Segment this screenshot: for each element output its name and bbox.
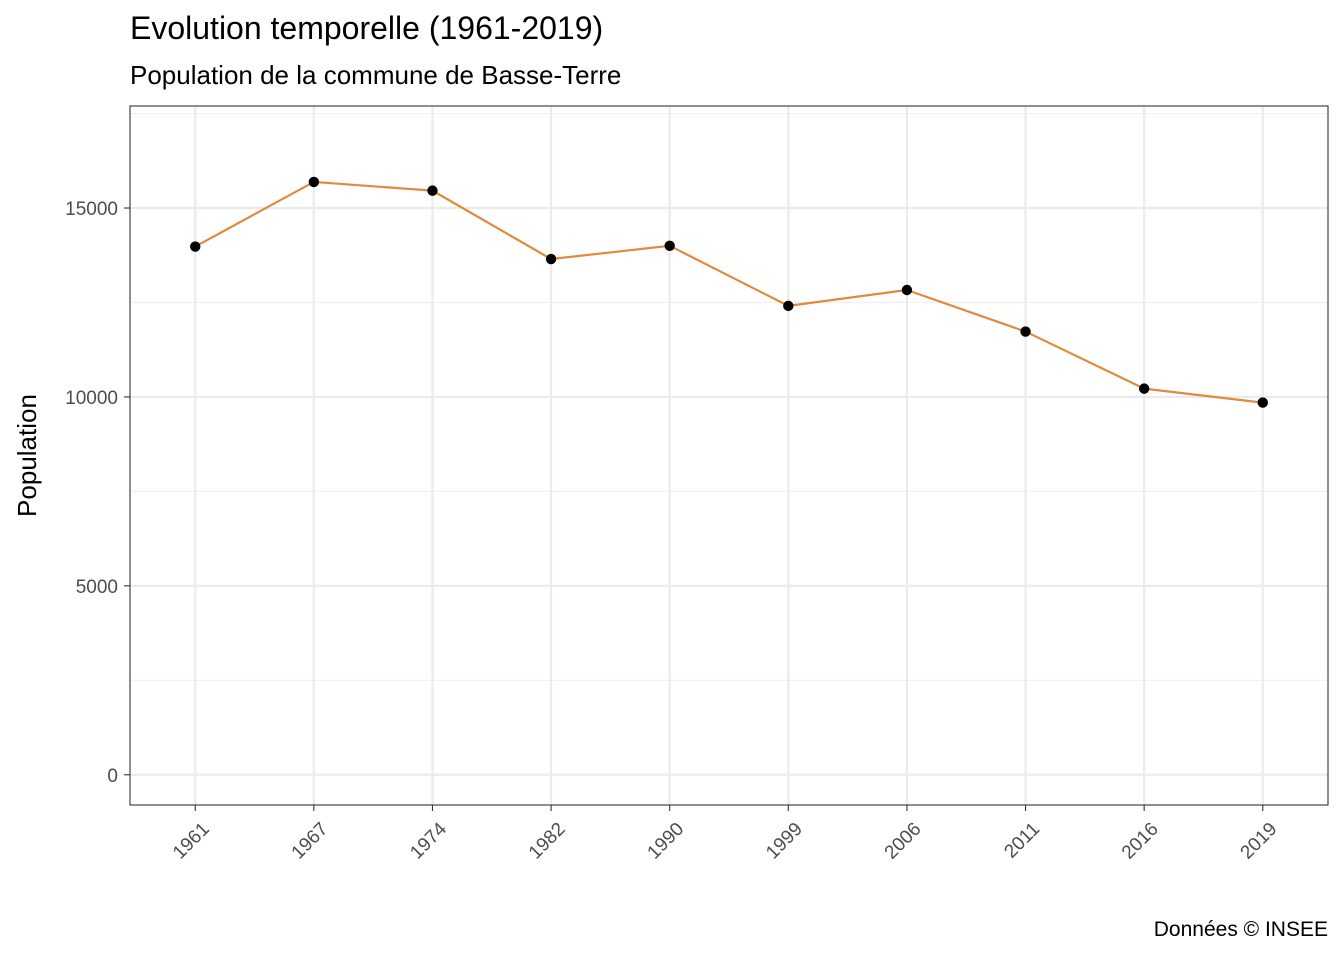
data-point: [664, 240, 675, 251]
panel-border: [129, 105, 1329, 806]
y-tick-label: 0: [107, 766, 118, 787]
y-tick-label: 15000: [65, 199, 118, 220]
x-tick-label: 1974: [406, 818, 451, 863]
chart-caption: Données © INSEE: [1153, 918, 1328, 941]
chart-title: Evolution temporelle (1961-2019): [130, 10, 604, 46]
data-point: [901, 284, 913, 296]
data-point: [190, 241, 201, 252]
data-point: [545, 253, 557, 265]
data-point: [1138, 383, 1150, 394]
x-tick-label: 1961: [169, 819, 214, 864]
data-point: [427, 185, 438, 196]
y-axis-label: Population: [12, 394, 42, 517]
x-tick-label: 2019: [1237, 819, 1282, 864]
x-tick-label: 2011: [1000, 819, 1044, 863]
x-tick-label: 2016: [1118, 819, 1163, 864]
data-point: [308, 176, 320, 188]
x-tick-label: 1982: [525, 819, 570, 864]
x-tick-label: 1967: [288, 819, 333, 864]
data-point: [783, 300, 794, 312]
x-tick-label: 2006: [881, 819, 926, 864]
data-point: [1257, 397, 1268, 408]
x-tick-label: 1990: [644, 819, 689, 864]
chart-subtitle: Population de la commune de Basse-Terre: [130, 60, 622, 90]
data-point: [1020, 326, 1031, 337]
major-gridlines: [130, 106, 1328, 805]
minor-gridlines: [130, 112, 1328, 681]
y-tick-label: 10000: [65, 388, 118, 409]
series-group: [190, 176, 1268, 408]
y-tick-label: 5000: [76, 577, 118, 598]
x-tick-label: 1999: [762, 819, 807, 864]
series-line: [194, 180, 1263, 404]
axes-group: 0 5000 10000 15000 1961 1967 1974 1982 1990 1999 2…: [65, 199, 1281, 863]
